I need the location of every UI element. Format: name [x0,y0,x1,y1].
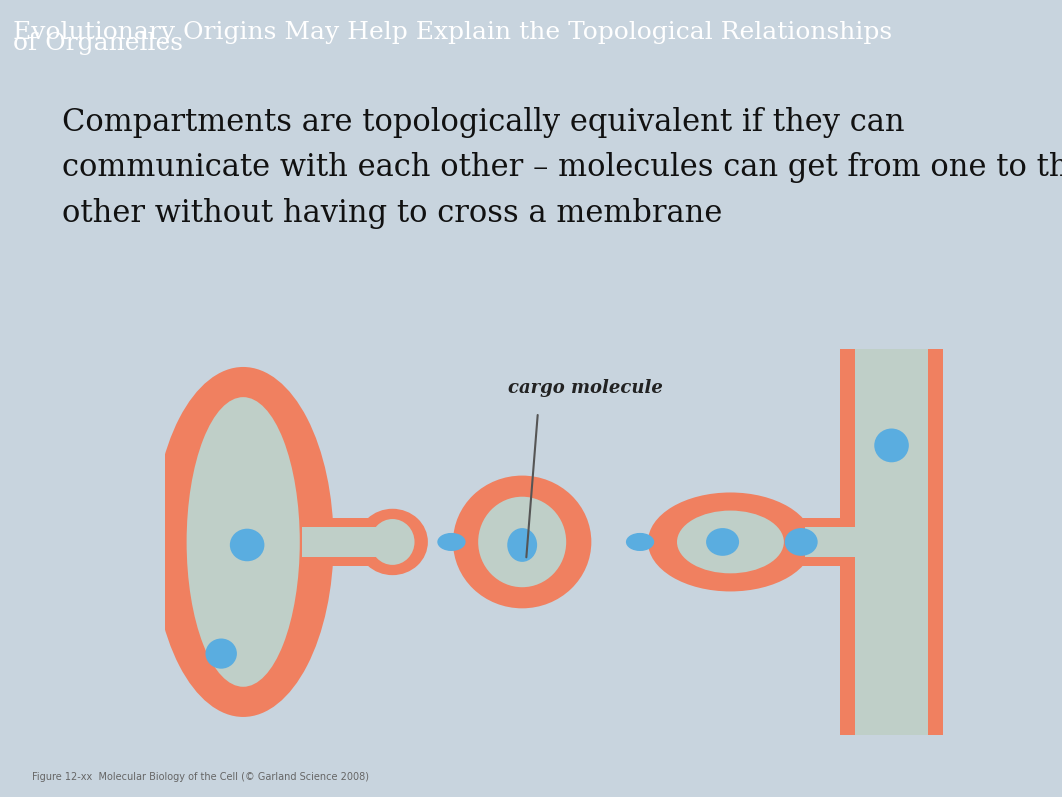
Ellipse shape [357,508,428,575]
Ellipse shape [648,493,813,591]
Ellipse shape [785,528,818,556]
Ellipse shape [453,476,592,608]
Ellipse shape [626,533,654,551]
Text: Evolutionary Origins May Help Explain the Topological Relationships: Evolutionary Origins May Help Explain th… [13,22,892,44]
Text: Figure 12-xx  Molecular Biology of the Cell (© Garland Science 2008): Figure 12-xx Molecular Biology of the Ce… [32,772,369,782]
Ellipse shape [229,528,264,561]
Ellipse shape [508,528,537,562]
Text: of Organelles: of Organelles [13,32,183,54]
Polygon shape [302,527,396,557]
Polygon shape [840,349,943,735]
Ellipse shape [438,533,465,551]
Ellipse shape [874,429,909,462]
Polygon shape [298,518,400,566]
Text: cargo molecule: cargo molecule [508,379,663,397]
Text: Compartments are topologically equivalent if they can
communicate with each othe: Compartments are topologically equivalen… [62,107,1062,229]
Polygon shape [855,349,928,735]
Ellipse shape [371,519,414,565]
Polygon shape [805,527,868,557]
Ellipse shape [153,367,333,717]
Ellipse shape [205,638,237,669]
Ellipse shape [187,397,299,687]
Ellipse shape [478,497,566,587]
Polygon shape [801,518,872,566]
Ellipse shape [706,528,739,556]
Ellipse shape [676,511,784,573]
